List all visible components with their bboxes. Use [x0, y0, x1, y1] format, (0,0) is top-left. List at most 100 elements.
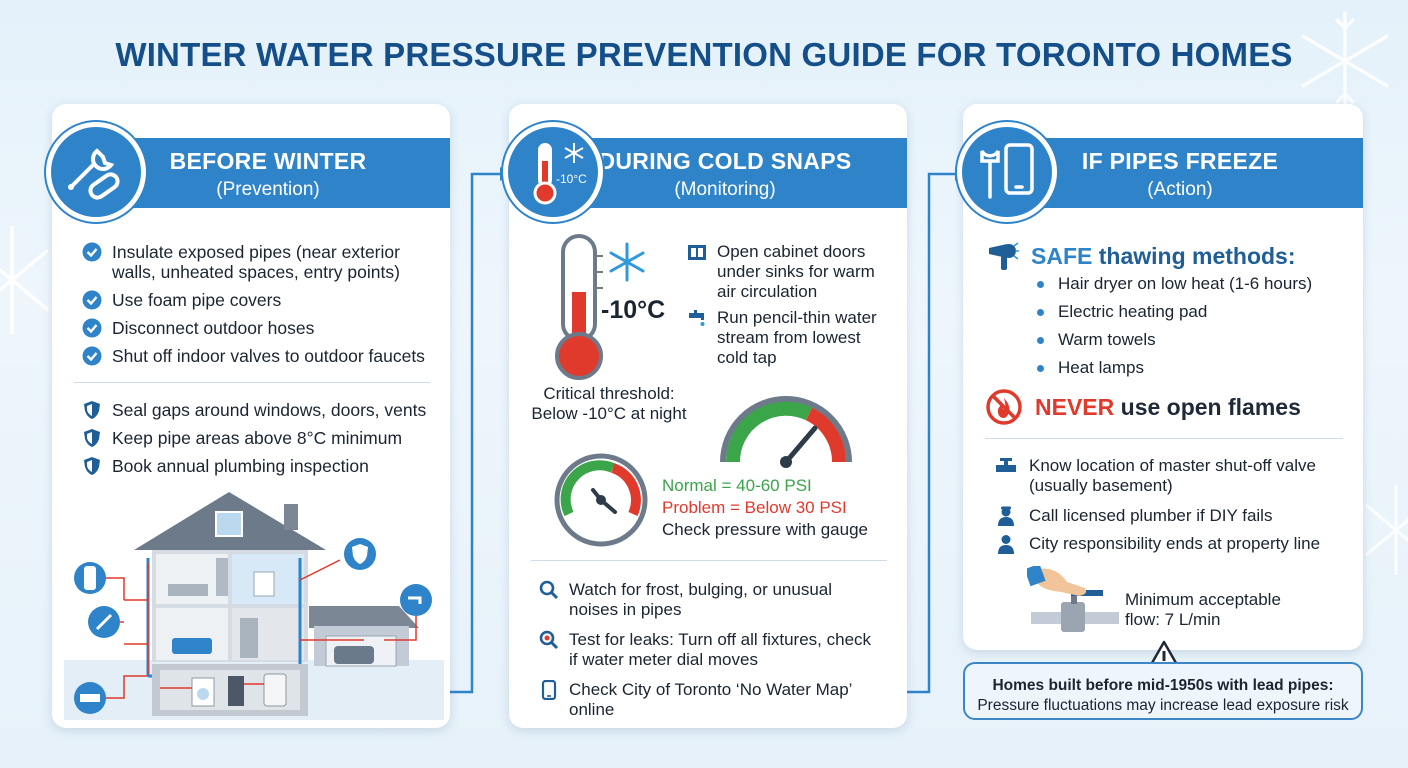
- cabinet-line1: Open cabinet doors: [717, 242, 866, 261]
- method-hair-dryer: Hair dryer on low heat (1-6 hours): [1037, 274, 1312, 294]
- if-pipes-freeze-card: IF PIPES FREEZE (Action) SAFE thawing me…: [957, 104, 1363, 650]
- snowflake-decoration-icon: [0, 226, 50, 334]
- lead-pipe-warning-box: Homes built before mid-1950s with lead p…: [963, 662, 1363, 720]
- leak-search-icon: [539, 630, 559, 650]
- method-text-3: Warm towels: [1058, 330, 1156, 349]
- checkmark-icon: [82, 346, 102, 366]
- threshold-text: Critical threshold: Below -10°C at night: [519, 384, 699, 424]
- shield-item-temp: Keep pipe areas above 8°C minimum: [82, 428, 402, 448]
- hand-valve-illustration: [1027, 566, 1119, 632]
- check-text-4: Shut off indoor valves to outdoor faucet…: [112, 346, 425, 366]
- before-divider: [74, 382, 430, 383]
- thermometer-snowflake-icon: -10°C: [533, 143, 587, 205]
- city-text: City responsibility ends at property lin…: [1029, 534, 1321, 553]
- check-item-foam: Use foam pipe covers: [82, 290, 281, 310]
- bullet-icon: [1037, 365, 1044, 372]
- tap-line2: stream from lowest: [717, 328, 861, 347]
- checkmark-icon: [82, 318, 102, 338]
- flow-line2: flow: 7 L/min: [1125, 610, 1221, 629]
- flow-arrow-2: [907, 167, 965, 694]
- method-heating-pad: Electric heating pad: [1037, 302, 1207, 322]
- never-word: NEVER: [1035, 393, 1115, 420]
- shield-text-2: Keep pipe areas above 8°C minimum: [112, 428, 403, 448]
- threshold-line2: Below -10°C at night: [531, 404, 687, 423]
- smartphone-icon: [541, 680, 557, 700]
- normal-psi: Normal = 40-60 PSI: [662, 476, 812, 495]
- freeze-subheading: (Action): [1147, 179, 1213, 200]
- threshold-line1: Critical threshold:: [543, 384, 675, 403]
- leak-item: Test for leaks: Turn off all fixtures, c…: [539, 630, 871, 670]
- thermometer-icon: [555, 234, 603, 380]
- safe-methods-heading: SAFE thawing methods:: [987, 240, 1296, 272]
- freeze-heading: IF PIPES FREEZE: [1081, 148, 1279, 174]
- check-text-2: Use foam pipe covers: [112, 290, 282, 310]
- during-divider: [531, 560, 887, 561]
- plumber-item: Call licensed plumber if DIY fails: [993, 506, 1272, 526]
- no-flame-icon: [986, 389, 1022, 425]
- method-text-1: Hair dryer on low heat (1-6 hours): [1058, 274, 1313, 293]
- check-item-insulate: Insulate exposed pipes (near exterior wal…: [82, 242, 400, 282]
- cabinet-line2: under sinks for warm: [717, 262, 875, 281]
- house-cutaway-illustration: [64, 492, 444, 720]
- flow-arrow-1: [450, 167, 510, 694]
- shield-item-inspection: Book annual plumbing inspection: [82, 456, 369, 476]
- checkmark-icon: [82, 290, 102, 310]
- magnifier-icon: [539, 580, 559, 600]
- check-text-1b: walls, unheated spaces, entry points): [112, 262, 400, 282]
- hair-dryer-icon: [989, 242, 1019, 270]
- pressure-gauge-small-icon: [554, 453, 648, 547]
- shield-icon: [84, 401, 100, 419]
- tap-line3: cold tap: [717, 348, 777, 367]
- check-item-valves: Shut off indoor valves to outdoor faucet…: [82, 346, 425, 366]
- before-header: BEFORE WINTER (Prevention): [86, 138, 450, 208]
- plumber-icon: [998, 506, 1014, 526]
- tap-line1: Run pencil-thin water: [717, 308, 877, 327]
- method-text-2: Electric heating pad: [1058, 302, 1208, 321]
- wrench-phone-icon: [980, 143, 1034, 199]
- tools-circle: [46, 122, 146, 222]
- check-gauge: Check pressure with gauge: [662, 520, 869, 539]
- shield-text-1: Seal gaps around windows, doors, vents: [112, 400, 427, 420]
- warning-line2: Pressure fluctuations may increase lead …: [977, 697, 1349, 714]
- bullet-icon: [1037, 281, 1044, 288]
- freeze-header: IF PIPES FREEZE (Action): [997, 138, 1363, 208]
- method-heat-lamps: Heat lamps: [1037, 358, 1144, 378]
- valve-item: Know location of master shut-off valve (u…: [993, 456, 1316, 496]
- method-warm-towels: Warm towels: [1037, 330, 1156, 350]
- city-item: City responsibility ends at property lin…: [993, 534, 1320, 554]
- checkmark-icon: [82, 242, 102, 262]
- cabinet-item: Open cabinet doors under sinks for warm ai…: [687, 242, 875, 302]
- snowflake-icon: [609, 242, 645, 282]
- before-winter-card: BEFORE WINTER (Prevention) Insulate expo…: [46, 104, 450, 728]
- frost-item: Watch for frost, bulging, or unusual nois…: [539, 580, 832, 620]
- shield-icon: [84, 457, 100, 475]
- before-subheading: (Prevention): [216, 179, 320, 200]
- leak-line2: if water meter dial moves: [569, 650, 758, 669]
- map-line2: online: [569, 700, 615, 719]
- valve-line1: Know location of master shut-off valve: [1029, 456, 1316, 475]
- wrench-pipe-icon: [68, 148, 120, 200]
- safe-rest: thawing methods:: [1092, 242, 1296, 269]
- valve-line2: (usually basement): [1029, 476, 1173, 495]
- pressure-gauge-large-icon: [720, 396, 852, 468]
- tap-item: Run pencil-thin water stream from lowest c…: [687, 308, 877, 368]
- bullet-icon: [1037, 309, 1044, 316]
- cabinet-line3: air circulation: [717, 282, 818, 301]
- map-line1: Check City of Toronto ‘No Water Map’: [569, 680, 853, 699]
- frost-line1: Watch for frost, bulging, or unusual: [569, 580, 833, 599]
- shield-item-seal: Seal gaps around windows, doors, vents: [82, 400, 426, 420]
- during-cold-card: DURING COLD SNAPS (Monitoring) -10°C -10…: [503, 104, 907, 728]
- snowflake-decoration-icon: [1301, 11, 1389, 111]
- cabinet-icon: [688, 245, 706, 260]
- valve-icon: [996, 458, 1016, 472]
- during-heading: DURING COLD SNAPS: [598, 148, 852, 174]
- check-text-3: Disconnect outdoor hoses: [112, 318, 315, 338]
- faucet-icon: [689, 310, 705, 326]
- shield-text-3: Book annual plumbing inspection: [112, 456, 369, 476]
- check-item-hoses: Disconnect outdoor hoses: [82, 318, 314, 338]
- bullet-icon: [1037, 337, 1044, 344]
- page-title: WINTER WATER PRESSURE PREVENTION GUIDE F…: [115, 36, 1293, 73]
- temp-label: -10°C: [601, 296, 666, 324]
- during-header: DURING COLD SNAPS (Monitoring): [543, 138, 907, 208]
- icon-temp-label: -10°C: [556, 172, 587, 186]
